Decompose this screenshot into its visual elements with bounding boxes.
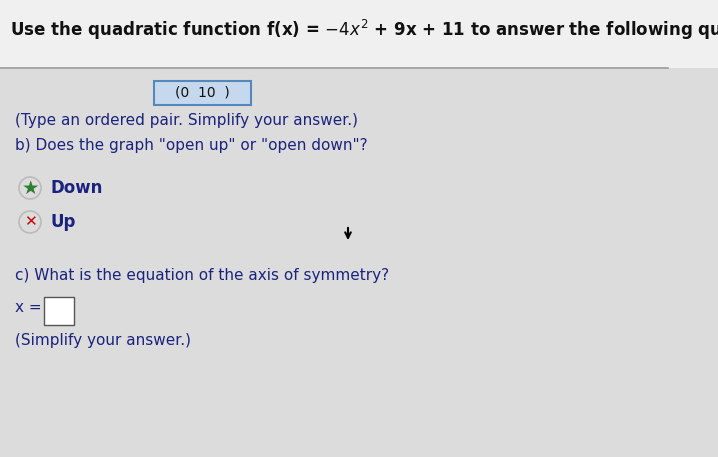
Text: (Type an ordered pair. Simplify your answer.): (Type an ordered pair. Simplify your ans… — [15, 113, 358, 128]
FancyBboxPatch shape — [44, 297, 74, 325]
Text: (Simplify your answer.): (Simplify your answer.) — [15, 333, 191, 348]
Text: (0  10  ): (0 10 ) — [175, 86, 230, 100]
FancyBboxPatch shape — [154, 81, 251, 105]
Text: ★: ★ — [22, 179, 39, 197]
Text: ✕: ✕ — [24, 214, 37, 229]
Text: Use the quadratic function f(x) = $-4x^{2}$ + 9x + 11 to answer the following qu: Use the quadratic function f(x) = $-4x^{… — [10, 18, 718, 42]
Text: b) Does the graph "open up" or "open down"?: b) Does the graph "open up" or "open dow… — [15, 138, 368, 153]
Bar — [0, 0, 718, 68]
Bar — [0, 68, 718, 457]
Text: Up: Up — [50, 213, 75, 231]
Text: x =: x = — [15, 300, 42, 315]
Text: c) What is the equation of the axis of symmetry?: c) What is the equation of the axis of s… — [15, 268, 389, 283]
Text: Down: Down — [50, 179, 103, 197]
